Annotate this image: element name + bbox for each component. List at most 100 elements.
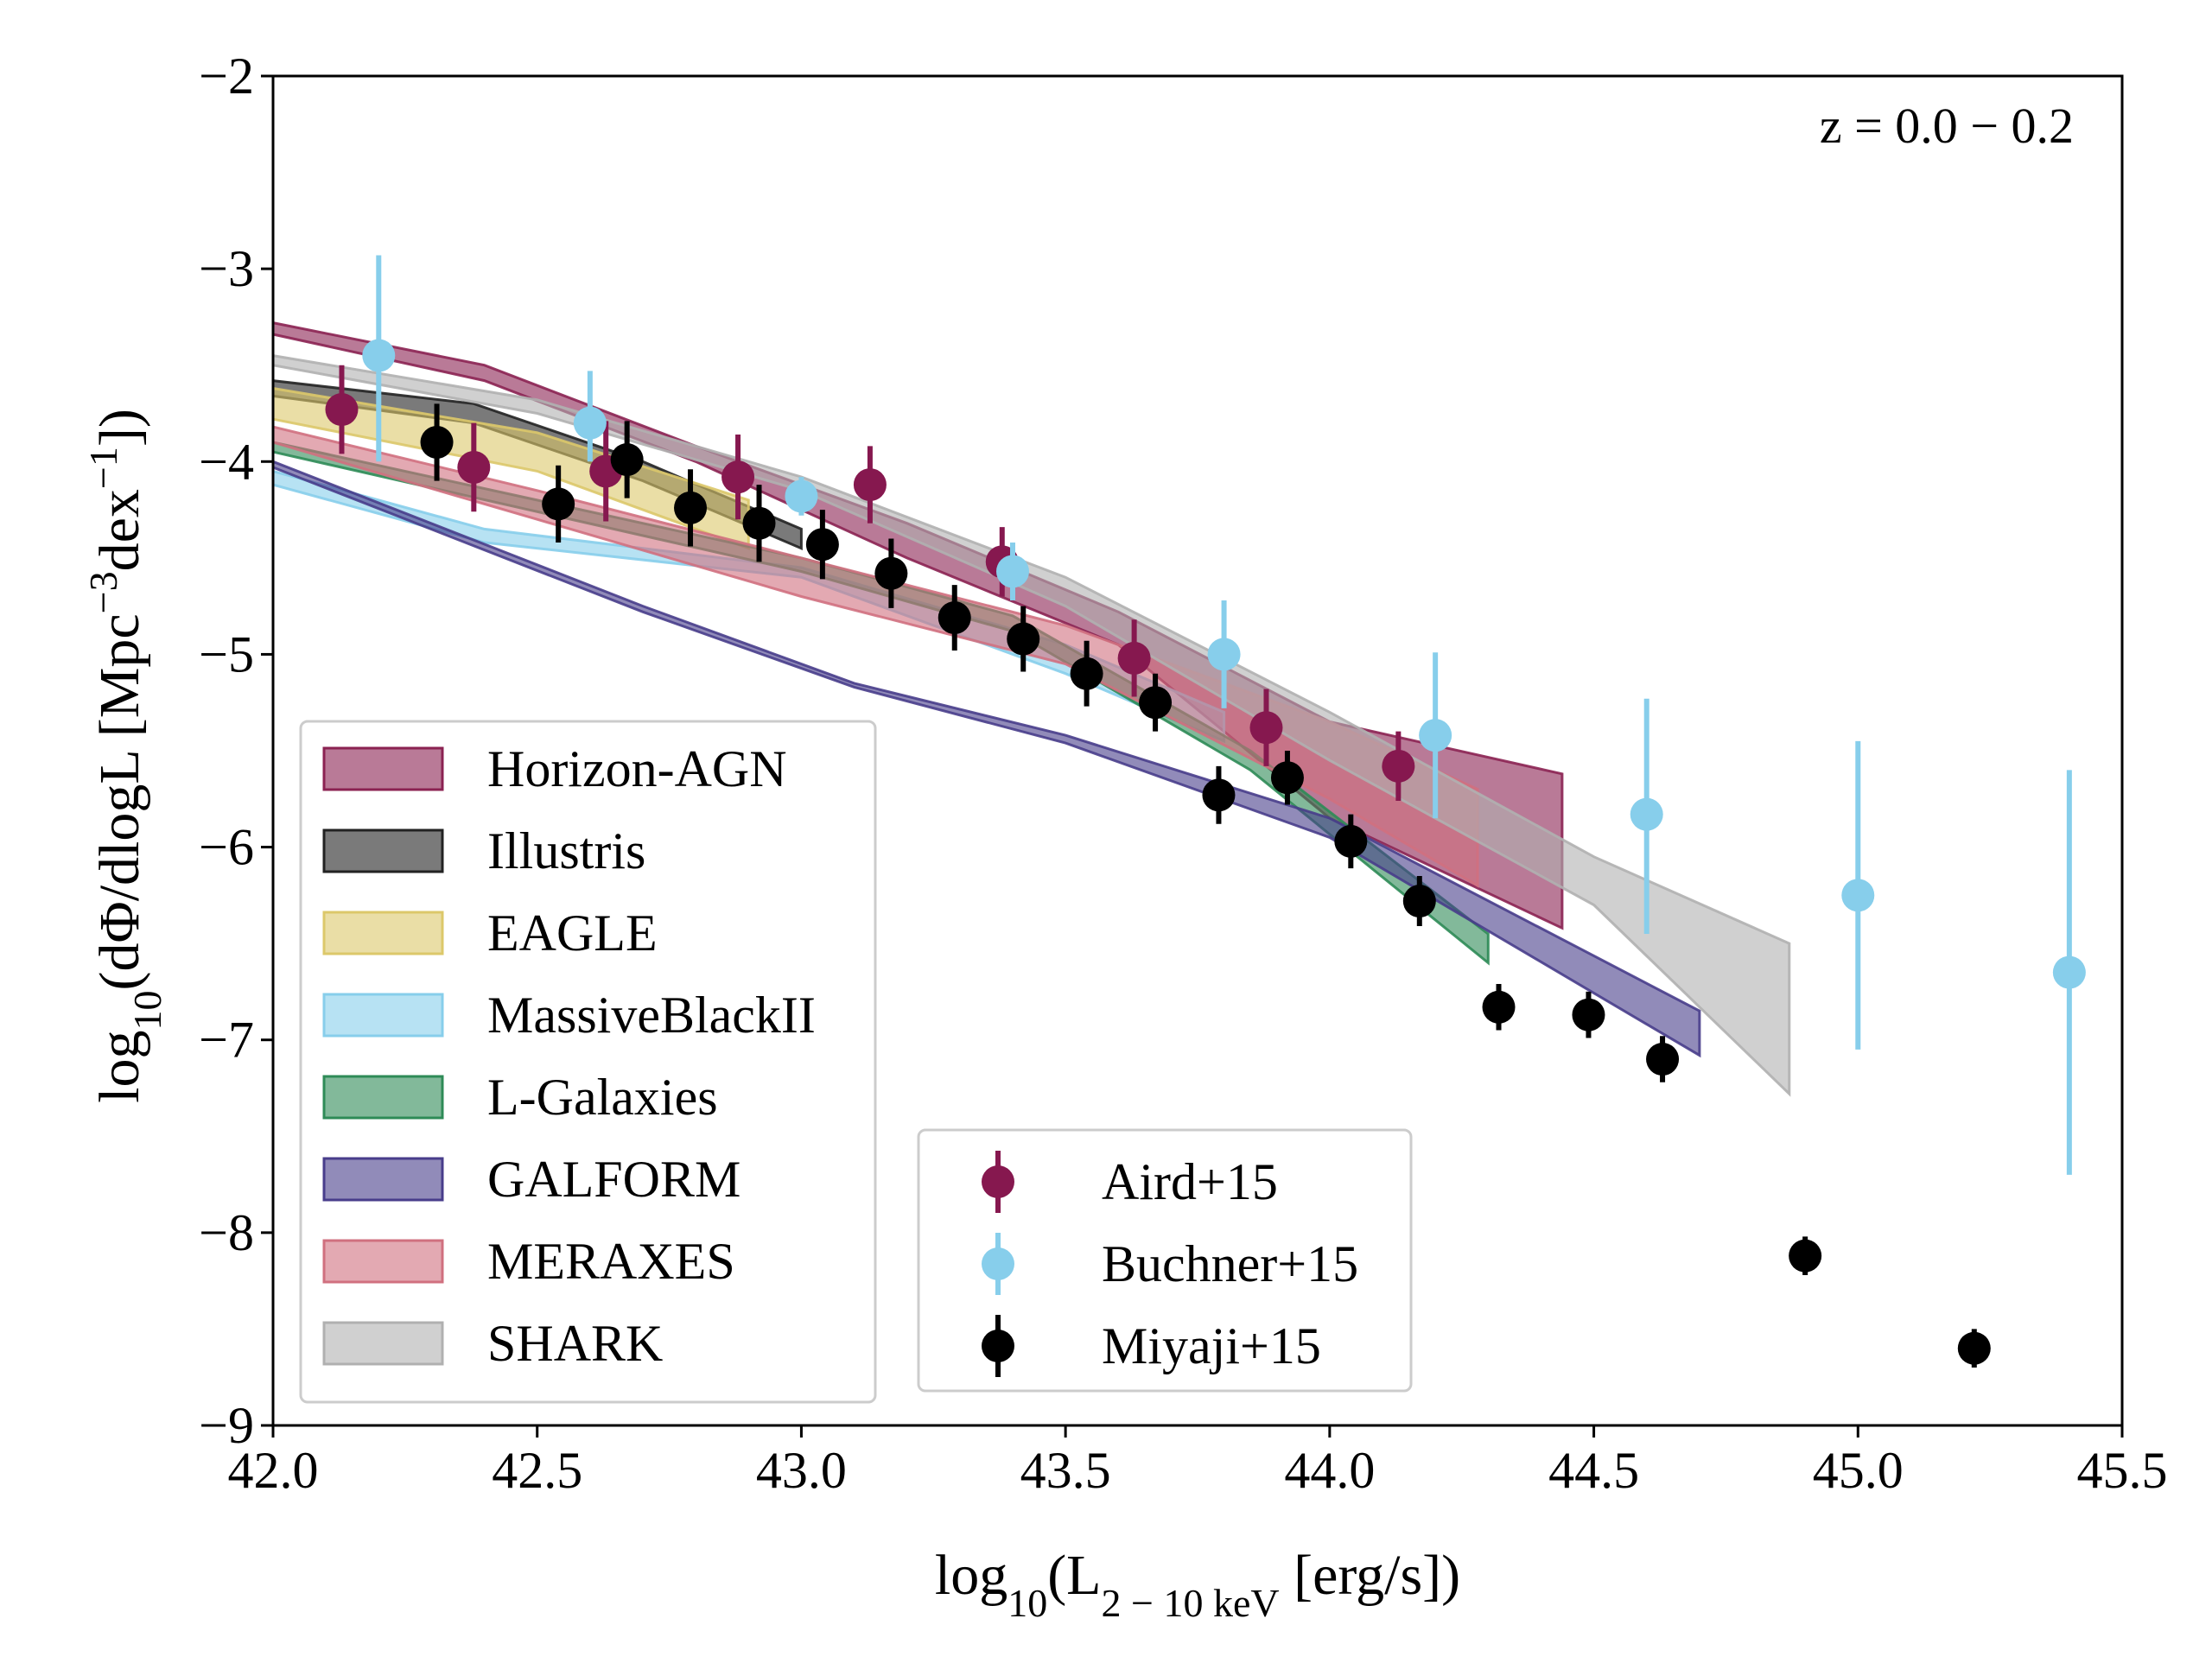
point-miyaji-15 [1070,657,1103,690]
legend-swatch-massiveblackii [322,993,444,1038]
y-tick-label: −3 [199,240,254,297]
point-aird-15 [721,460,755,494]
y-axis-title-sub1: 10 [125,991,169,1031]
legend-label-l-galaxies: L-Galaxies [487,1069,718,1126]
legend-models-box [299,720,877,1404]
x-axis-title-sub1: 10 [1007,1581,1047,1625]
point-buchner-15 [1841,879,1875,912]
legend-label-eagle: EAGLE [487,904,658,962]
x-tick-label: 44.0 [1284,1442,1375,1499]
series-miyaji-15 [420,403,1991,1368]
x-tick-label: 43.5 [1020,1442,1111,1499]
point-buchner-15 [2052,955,2086,989]
point-buchner-15 [1630,797,1663,831]
point-buchner-15 [996,555,1029,588]
y-tick-label: −4 [199,433,254,490]
point-miyaji-15 [1646,1043,1680,1076]
series-aird-15 [325,365,1415,802]
point-aird-15 [1117,641,1151,675]
y-axis-title: log10(dΦ/dlogL [Mpc−3dex−1]) [81,409,169,1103]
legend-swatch-shark [322,1321,444,1366]
point-miyaji-15 [805,528,839,562]
legend-label-horizon-agn: Horizon-AGN [487,740,787,797]
legend-marker-miyaji-15 [982,1330,1014,1362]
x-axis-title-sub2: 2 − 10 keV [1102,1581,1280,1625]
point-miyaji-15 [1957,1331,1991,1365]
point-miyaji-15 [1572,998,1605,1031]
x-tick-label: 45.5 [2077,1442,2168,1499]
x-axis-title-prefix: log [935,1544,1007,1607]
legend-observations: Aird+15 Buchner+15 Miyaji+15 [917,1128,1413,1393]
legend-label-miyaji-15: Miyaji+15 [1102,1317,1321,1374]
y-axis-title-mid2: dex [88,489,151,571]
y-tick-label: −7 [199,1012,254,1069]
point-buchner-15 [785,479,818,513]
x-axis-title-mid: (L [1047,1544,1101,1607]
point-buchner-15 [573,406,607,440]
y-axis-ticks: −9 −8 −7 −6 −5 −4 −3 −2 [199,48,273,1454]
observation-points [325,255,2086,1368]
legend-swatch-meraxes [322,1239,444,1284]
point-miyaji-15 [1139,686,1173,720]
point-miyaji-15 [938,601,971,635]
y-axis-title-sup2: −1 [81,447,125,489]
point-miyaji-15 [1334,824,1368,858]
x-axis-title: log10(L2 − 10 keV [erg/s]) [935,1544,1460,1625]
legend-marker-aird-15 [982,1165,1014,1198]
point-aird-15 [853,468,887,502]
y-tick-label: −6 [199,819,254,876]
plot-frame [271,74,2124,1427]
y-tick-label: −8 [199,1204,254,1261]
y-axis-title-suffix: ]) [88,409,151,447]
legend-swatch-galform [322,1157,444,1202]
point-miyaji-15 [610,443,644,477]
legend-swatch-horizon-agn [322,746,444,791]
point-buchner-15 [362,339,396,372]
y-axis-title-sup1: −3 [81,571,125,613]
point-aird-15 [1249,711,1283,745]
band-meraxes [271,425,1479,888]
series-buchner-15 [362,255,2086,1175]
y-tick-label: −2 [199,48,254,105]
y-axis-title-prefix: log [88,1031,151,1103]
point-miyaji-15 [1789,1239,1822,1273]
legend-label-meraxes: MERAXES [487,1233,735,1290]
legend-label-galform: GALFORM [487,1151,741,1208]
legend-swatch-l-galaxies [322,1075,444,1120]
point-aird-15 [325,393,359,427]
y-tick-label: −5 [199,625,254,682]
legend-swatch-illustris [322,828,444,873]
legend-swatch-eagle [322,911,444,955]
x-tick-label: 42.0 [228,1442,319,1499]
legend-label-illustris: Illustris [487,822,645,879]
point-miyaji-15 [1007,622,1040,656]
y-tick-label: −9 [199,1397,254,1454]
point-buchner-15 [1207,638,1241,671]
legend-marker-buchner-15 [982,1247,1014,1280]
y-axis-title-mid: (dΦ/dlogL [Mpc [88,613,151,990]
x-axis-title-suffix: [erg/s]) [1280,1544,1461,1607]
x-axis-ticks: 42.0 42.5 43.0 43.5 44.0 44.5 45.0 45.5 [228,1425,2168,1499]
point-miyaji-15 [742,506,776,540]
model-bands [271,321,1791,1097]
point-aird-15 [457,450,491,484]
x-tick-label: 43.0 [756,1442,847,1499]
point-miyaji-15 [1202,778,1236,812]
point-miyaji-15 [420,425,454,459]
point-miyaji-15 [1402,885,1436,918]
point-aird-15 [1382,749,1415,783]
point-miyaji-15 [674,491,708,524]
point-miyaji-15 [542,487,575,521]
x-tick-label: 42.5 [492,1442,582,1499]
legend-label-massiveblackii: MassiveBlackII [487,987,816,1044]
band-galform [271,460,1701,1058]
legend-label-shark: SHARK [487,1315,663,1372]
point-miyaji-15 [1482,990,1516,1024]
point-buchner-15 [1419,719,1452,752]
x-tick-label: 45.0 [1813,1442,1904,1499]
redshift-annotation: z = 0.0 − 0.2 [1820,98,2074,154]
legend-label-aird-15: Aird+15 [1102,1153,1278,1210]
point-miyaji-15 [1270,761,1304,795]
